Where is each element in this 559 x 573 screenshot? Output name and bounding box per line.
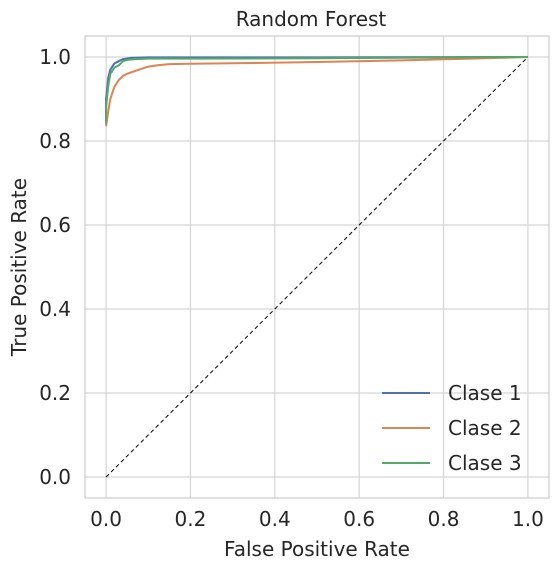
y-tick-label: 0.4: [39, 297, 71, 321]
x-tick-label: 0.8: [428, 507, 460, 531]
x-tick-label: 0.6: [343, 507, 375, 531]
y-tick-label: 0.2: [39, 381, 71, 405]
x-tick-label: 0.0: [90, 507, 122, 531]
y-tick-label: 0.8: [39, 129, 71, 153]
x-tick-label: 1.0: [512, 507, 544, 531]
legend-label: Clase 1: [448, 381, 522, 405]
x-axis-label: False Positive Rate: [224, 537, 410, 561]
chance-diagonal-line: [105, 56, 529, 478]
legend: Clase 1 Clase 2 Clase 3: [382, 381, 522, 475]
x-tick-label: 0.2: [175, 507, 207, 531]
plot-frame: [84, 35, 550, 499]
x-tick-label: 0.4: [259, 507, 291, 531]
legend-label: Clase 2: [448, 416, 522, 440]
y-tick-label: 0.0: [39, 465, 71, 489]
y-tick-labels: 0.0 0.2 0.4 0.6 0.8 1.0: [39, 45, 71, 489]
legend-label: Clase 3: [448, 451, 522, 475]
series-line-1: [105, 56, 528, 120]
diagonal-layer: [105, 56, 529, 478]
y-tick-label: 0.6: [39, 213, 71, 237]
series-line-2: [105, 56, 528, 127]
chart-title: Random Forest: [236, 7, 387, 31]
series-line-3: [105, 56, 528, 125]
series-layer: [105, 56, 528, 127]
y-tick-label: 1.0: [39, 45, 71, 69]
y-axis-label: True Positive Rate: [7, 178, 31, 357]
x-tick-labels: 0.0 0.2 0.4 0.6 0.8 1.0: [90, 507, 544, 531]
